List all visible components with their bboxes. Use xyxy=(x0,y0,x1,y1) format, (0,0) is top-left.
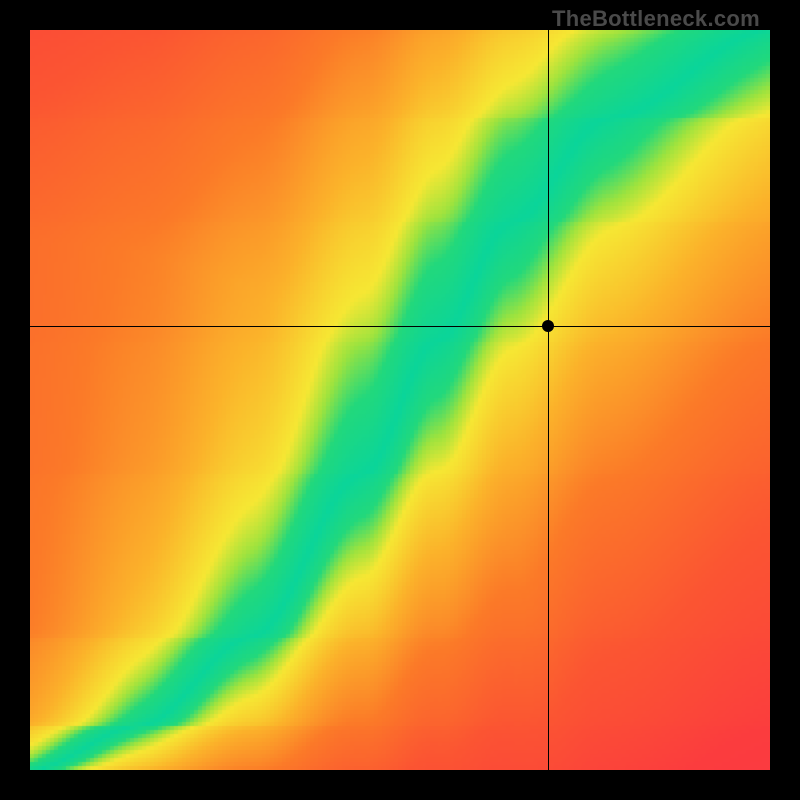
heatmap-plot xyxy=(30,30,770,770)
heatmap-canvas xyxy=(30,30,770,770)
chart-container: TheBottleneck.com xyxy=(0,0,800,800)
watermark-text: TheBottleneck.com xyxy=(552,6,760,32)
